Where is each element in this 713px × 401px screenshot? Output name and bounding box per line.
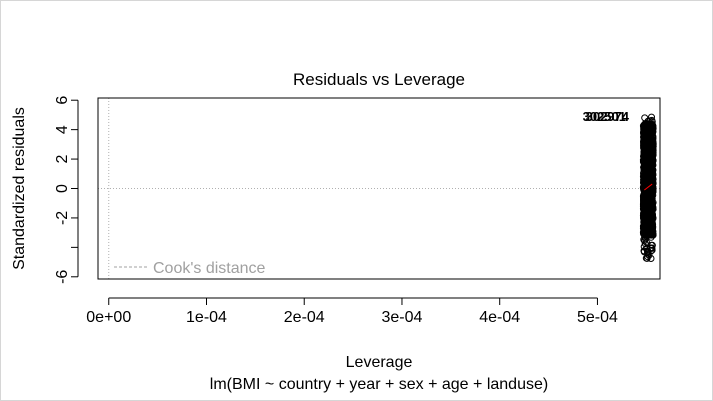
data-point — [641, 202, 649, 210]
legend: Cook's distance — [114, 260, 266, 277]
data-point — [648, 218, 656, 226]
data-point — [647, 255, 655, 262]
data-point — [648, 113, 655, 121]
data-point — [648, 144, 656, 152]
data-point — [649, 231, 657, 239]
y-tick-label: 0 — [54, 184, 71, 193]
data-point — [647, 228, 655, 236]
data-point — [647, 140, 655, 148]
y-axis: -6 -2 0 2 4 6 — [54, 96, 79, 284]
y-tick-label: -2 — [54, 211, 71, 225]
data-point — [646, 132, 653, 140]
chart-title: Residuals vs Leverage — [293, 70, 465, 89]
x-tick-label: 1e-04 — [186, 309, 227, 326]
data-point — [643, 156, 650, 164]
x-axis: 0e+00 1e-04 2e-04 3e-04 4e-04 5e-04 — [86, 297, 618, 326]
plot-area-border — [97, 97, 661, 280]
legend-label: Cook's distance — [153, 260, 266, 277]
point-label: 302974 — [586, 109, 630, 124]
x-tick-label: 5e-04 — [577, 309, 618, 326]
data-point — [641, 240, 649, 248]
y-axis-label: Standardized residuals — [11, 107, 28, 270]
data-point — [642, 131, 650, 139]
data-point — [645, 133, 653, 141]
data-point — [640, 210, 648, 217]
model-formula-subtitle: lm(BMI ~ country + year + sex + age + la… — [210, 376, 548, 393]
data-point — [649, 125, 657, 132]
y-tick-label: 2 — [54, 155, 71, 164]
smoother-line — [644, 183, 653, 191]
data-point — [649, 140, 657, 148]
y-tick-label: 6 — [54, 96, 71, 105]
reference-lines — [98, 98, 660, 279]
data-point — [641, 237, 648, 245]
x-axis-label: Leverage — [346, 354, 413, 371]
data-points — [639, 113, 657, 262]
x-tick-label: 3e-04 — [382, 309, 423, 326]
data-point — [648, 163, 656, 171]
smoother-segment — [644, 183, 653, 191]
y-tick-label: 4 — [54, 125, 71, 134]
data-point — [641, 212, 649, 220]
data-point — [647, 150, 655, 158]
data-point — [641, 171, 649, 179]
point-label: 302501 — [583, 109, 626, 124]
x-tick-label: 0e+00 — [86, 309, 131, 326]
y-tick-label: -6 — [54, 270, 71, 284]
data-point — [643, 142, 651, 150]
data-point — [648, 206, 656, 214]
data-point — [643, 227, 650, 235]
data-point — [640, 193, 647, 201]
data-point — [648, 195, 656, 203]
x-tick-label: 4e-04 — [479, 309, 520, 326]
data-point — [647, 199, 655, 207]
data-point — [648, 241, 656, 249]
x-tick-label: 2e-04 — [284, 309, 325, 326]
